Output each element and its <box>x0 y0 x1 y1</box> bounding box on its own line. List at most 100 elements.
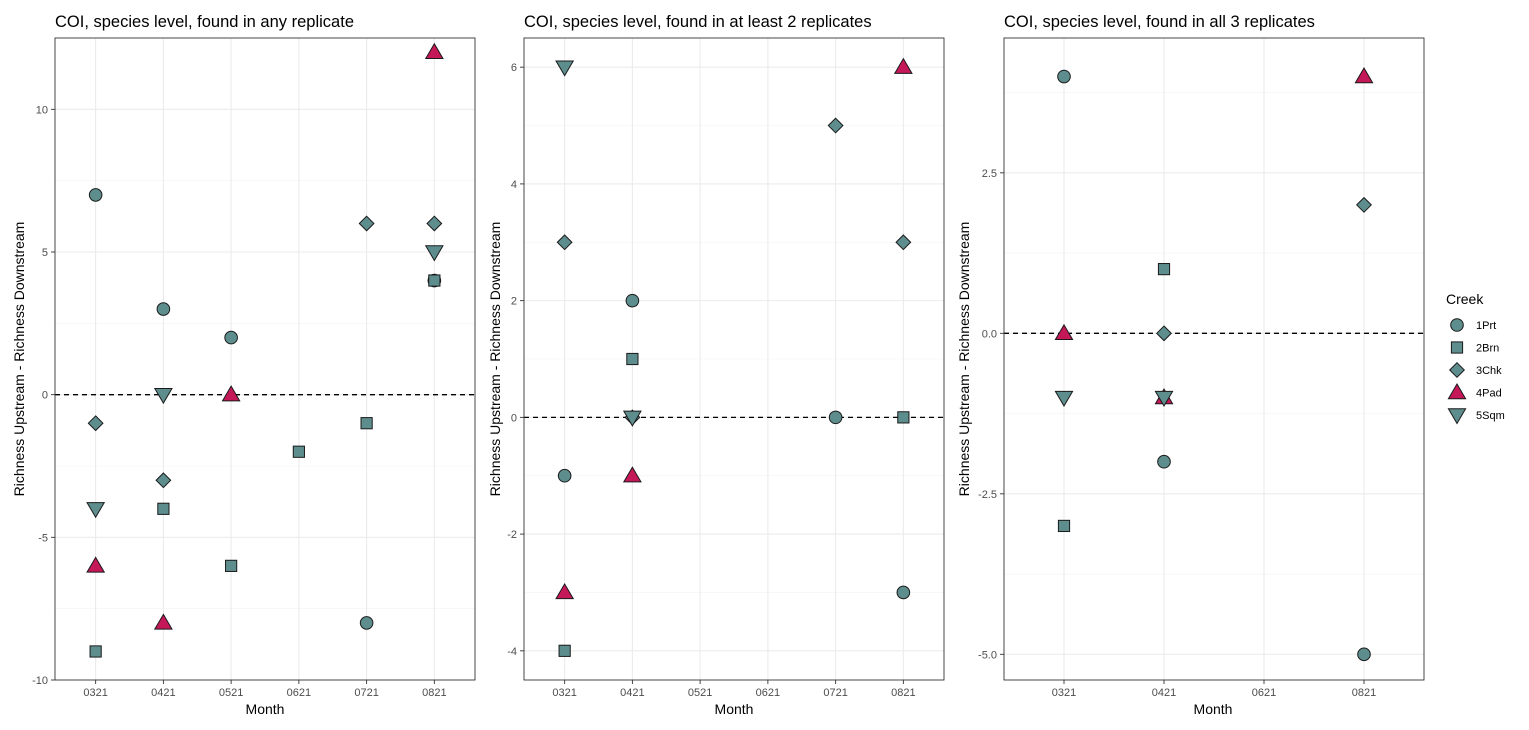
data-point-4Pad <box>424 42 444 59</box>
data-point-2Brn <box>225 559 238 572</box>
panel-all-3-replicates: COI, species level, found in all 3 repli… <box>956 13 1425 717</box>
data-point-2Brn <box>1057 519 1071 533</box>
data-point-3Chk <box>827 117 844 134</box>
triangle-up-marker-icon <box>1447 383 1467 400</box>
y-tick-label: 10 <box>36 104 48 116</box>
panel-any-replicate: COI, species level, found in any replica… <box>11 13 476 717</box>
data-point-2Brn <box>157 502 170 515</box>
circle-marker-icon <box>1450 318 1464 332</box>
panel-border <box>1003 37 1425 681</box>
data-point-1Prt <box>828 410 843 425</box>
data-point-2Brn <box>1157 263 1171 276</box>
panel-title: COI, species level, found in any replica… <box>55 13 354 31</box>
x-tick-label: 0721 <box>354 687 378 699</box>
data-point-4Pad <box>893 57 913 74</box>
data-point-4Pad <box>555 582 575 600</box>
y-tick-label: 0 <box>42 390 48 402</box>
diamond-marker-icon <box>1448 361 1466 379</box>
data-point-2Brn <box>558 644 571 657</box>
x-tick-label: 0421 <box>620 687 644 699</box>
data-point-2Brn <box>89 645 102 658</box>
x-tick-label: 0521 <box>688 687 712 699</box>
data-point-3Chk <box>1155 325 1173 342</box>
x-tick-label: 0621 <box>1252 687 1276 699</box>
y-tick-label: 0 <box>511 412 517 424</box>
data-point-2Brn <box>897 411 910 424</box>
data-point-5Sqm <box>555 60 575 77</box>
data-point-1Prt <box>224 330 238 345</box>
data-point-5Sqm <box>622 410 642 427</box>
legend: Creek 1Prt 2Brn 3Chk 4Pad 5Sqm <box>1446 291 1505 425</box>
x-tick-label: 0621 <box>287 687 311 699</box>
data-point-4Pad <box>153 613 173 630</box>
x-tick-label: 0821 <box>891 687 915 699</box>
x-tick-label: 0321 <box>83 687 107 699</box>
data-point-2Brn <box>428 274 441 287</box>
y-axis-title: Richness Upstream - Richness Downstream <box>487 222 503 497</box>
x-axis-title: Month <box>715 701 754 717</box>
legend-label: 5Sqm <box>1476 410 1505 422</box>
panel-title: COI, species level, found in at least 2 … <box>524 13 872 31</box>
data-point-5Sqm <box>86 502 106 519</box>
data-point-1Prt <box>896 585 911 600</box>
data-point-4Pad <box>221 385 241 402</box>
panel-at-least-2-replicates: COI, species level, found in at least 2 … <box>487 13 945 717</box>
data-point-3Chk <box>556 234 573 251</box>
x-tick-label: 0321 <box>1052 687 1076 699</box>
y-tick-label: 0.0 <box>982 328 997 340</box>
y-tick-label: -2.5 <box>978 489 997 501</box>
panel-border <box>523 37 945 681</box>
data-point-2Brn <box>292 445 305 458</box>
data-point-1Prt <box>1157 454 1171 469</box>
x-tick-label: 0721 <box>823 687 847 699</box>
x-axis-title: Month <box>246 701 285 717</box>
data-point-3Chk <box>426 215 443 232</box>
data-point-1Prt <box>359 616 374 630</box>
y-axis-title: Richness Upstream - Richness Downstream <box>956 222 972 497</box>
y-tick-label: -5 <box>38 532 48 544</box>
data-point-4Pad <box>622 466 642 483</box>
data-point-5Sqm <box>1154 390 1174 408</box>
data-point-3Chk <box>1355 196 1373 213</box>
data-point-3Chk <box>155 472 172 489</box>
data-point-3Chk <box>895 234 912 251</box>
plot-area: -10 -5 0 5 10 0321 0421 0521 0621 0721 0821 <box>32 37 476 699</box>
legend-label: 2Brn <box>1476 343 1499 355</box>
x-tick-label: 0821 <box>1352 687 1376 699</box>
data-point-4Pad <box>86 556 106 573</box>
data-point-4Pad <box>1354 67 1374 84</box>
data-point-1Prt <box>156 302 171 316</box>
y-tick-label: -4 <box>507 646 517 658</box>
data-point-3Chk <box>87 415 104 432</box>
data-point-1Prt <box>625 293 640 308</box>
x-tick-label: 0621 <box>756 687 780 699</box>
plot-area: -4 -2 0 2 4 6 0321 0421 0521 0621 0721 0821 <box>507 37 945 699</box>
plot-area: -5.0 -2.5 0.0 2.5 0321 0421 0621 0821 <box>978 37 1425 699</box>
x-axis-title: Month <box>1194 701 1233 717</box>
legend-label: 4Pad <box>1476 388 1502 400</box>
data-point-3Chk <box>358 215 375 232</box>
legend-label: 1Prt <box>1476 320 1496 332</box>
panel-title: COI, species level, found in all 3 repli… <box>1004 13 1315 31</box>
x-tick-label: 0321 <box>552 687 576 699</box>
y-tick-label: 2.5 <box>982 168 997 180</box>
y-tick-label: 6 <box>511 62 517 74</box>
data-point-1Prt <box>88 188 103 202</box>
y-tick-label: 5 <box>42 247 48 259</box>
y-tick-label: -5.0 <box>978 649 997 661</box>
legend-title: Creek <box>1446 291 1484 307</box>
data-point-1Prt <box>1357 647 1371 662</box>
data-point-1Prt <box>557 468 572 483</box>
square-marker-icon <box>1450 341 1464 354</box>
triangle-down-marker-icon <box>1447 408 1467 425</box>
y-tick-label: -2 <box>507 529 517 541</box>
y-tick-label: 4 <box>511 179 517 191</box>
data-point-2Brn <box>360 417 373 430</box>
data-point-1Prt <box>1057 69 1071 84</box>
y-tick-label: 2 <box>511 296 517 308</box>
data-point-4Pad <box>1054 323 1074 341</box>
x-tick-label: 0821 <box>422 687 446 699</box>
panel-border <box>54 37 476 681</box>
x-tick-label: 0421 <box>1152 687 1176 699</box>
